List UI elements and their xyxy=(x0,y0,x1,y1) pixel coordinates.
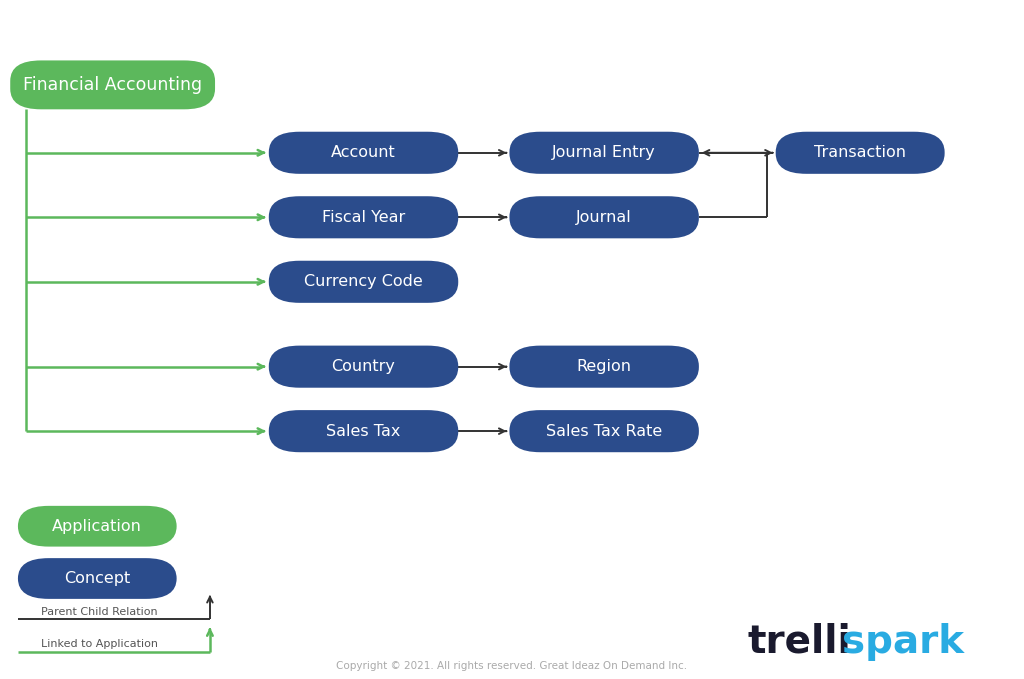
Text: Country: Country xyxy=(332,359,395,374)
FancyBboxPatch shape xyxy=(268,261,458,303)
FancyBboxPatch shape xyxy=(18,506,176,547)
Text: Application: Application xyxy=(52,519,142,534)
FancyBboxPatch shape xyxy=(268,346,458,388)
FancyBboxPatch shape xyxy=(268,196,458,238)
Text: spark: spark xyxy=(842,623,964,661)
FancyBboxPatch shape xyxy=(268,132,458,174)
Text: Linked to Application: Linked to Application xyxy=(41,639,158,649)
Text: Copyright © 2021. All rights reserved. Great Ideaz On Demand Inc.: Copyright © 2021. All rights reserved. G… xyxy=(337,661,687,671)
FancyBboxPatch shape xyxy=(10,60,215,109)
FancyBboxPatch shape xyxy=(776,132,944,174)
Text: Region: Region xyxy=(577,359,632,374)
Text: Financial Accounting: Financial Accounting xyxy=(24,76,202,94)
Text: Concept: Concept xyxy=(65,571,130,586)
Text: Journal: Journal xyxy=(577,210,632,225)
Text: Sales Tax Rate: Sales Tax Rate xyxy=(546,424,663,439)
Text: trelli: trelli xyxy=(748,623,851,661)
FancyBboxPatch shape xyxy=(509,196,698,238)
FancyBboxPatch shape xyxy=(509,132,698,174)
FancyBboxPatch shape xyxy=(268,410,458,452)
FancyBboxPatch shape xyxy=(18,558,176,599)
Text: Parent Child Relation: Parent Child Relation xyxy=(41,606,158,617)
FancyBboxPatch shape xyxy=(509,410,698,452)
Text: Fiscal Year: Fiscal Year xyxy=(322,210,406,225)
FancyBboxPatch shape xyxy=(509,346,698,388)
Text: Account: Account xyxy=(331,145,396,160)
Text: Journal Entry: Journal Entry xyxy=(552,145,656,160)
Text: Currency Code: Currency Code xyxy=(304,274,423,289)
Text: Sales Tax: Sales Tax xyxy=(327,424,400,439)
Text: Transaction: Transaction xyxy=(814,145,906,160)
